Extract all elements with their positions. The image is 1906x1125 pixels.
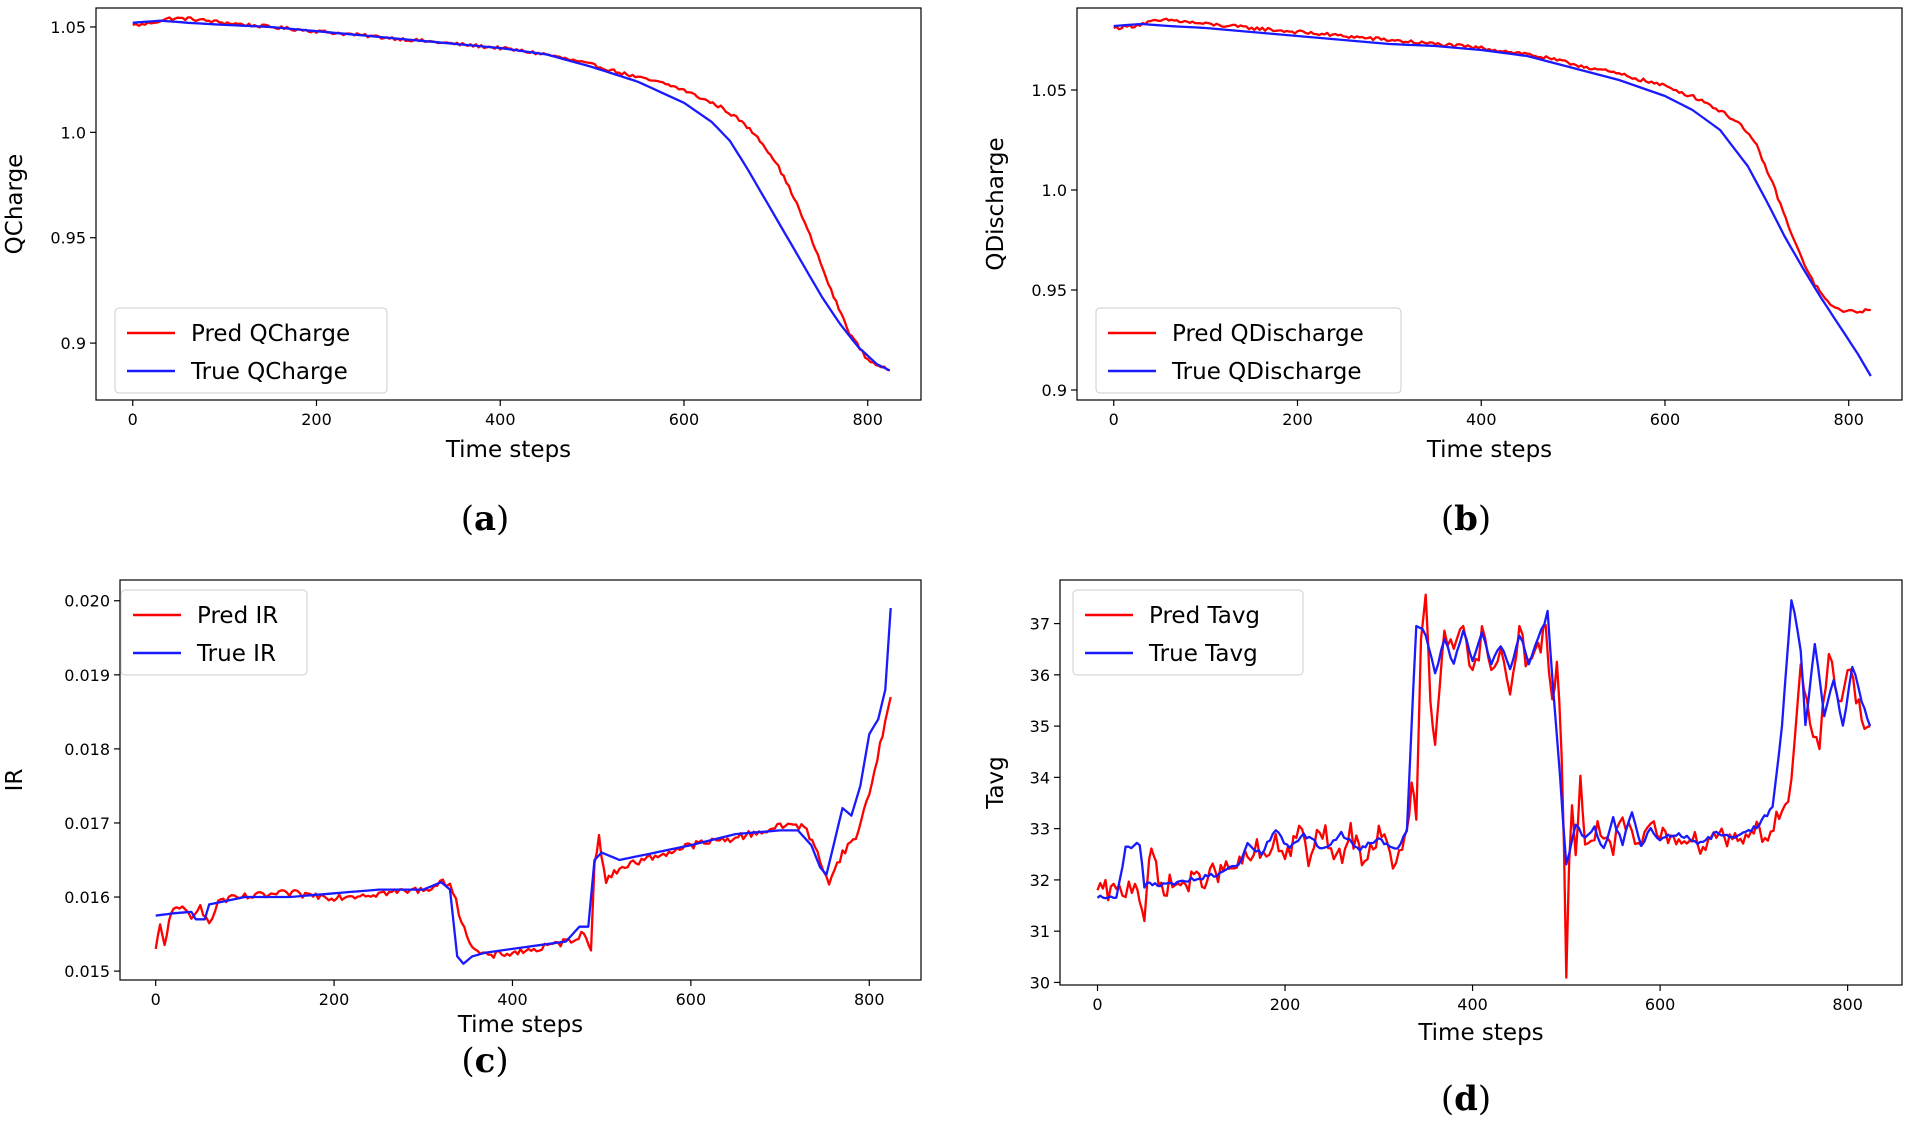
x-tick-label: 200: [1270, 995, 1301, 1014]
x-tick-label: 600: [1645, 995, 1676, 1014]
y-tick-label: 32: [1030, 871, 1050, 890]
series-line-true-tavg: [1096, 599, 1872, 900]
x-tick-label: 0: [151, 990, 161, 1009]
y-tick-label: 0.016: [64, 888, 110, 907]
legend-box: [1095, 307, 1402, 394]
legend-label: True Tavg: [1148, 641, 1258, 667]
legend: Pred IR True IR: [120, 589, 308, 676]
legend-label: Pred IR: [197, 603, 278, 629]
axes-frame: [1076, 7, 1903, 401]
y-tick-label: 0.9: [1042, 381, 1067, 400]
y-tick-label: 37: [1030, 615, 1050, 634]
axes-frame: [119, 579, 922, 981]
legend: Pred QDischarge True QDischarge: [1095, 307, 1402, 394]
y-tick-label: 0.95: [50, 229, 86, 248]
y-tick-label: 31: [1030, 922, 1050, 941]
y-tick-label: 36: [1030, 666, 1050, 685]
y-tick-label: 0.9: [61, 334, 86, 353]
axes-frame: [95, 7, 922, 401]
y-axis-label: QCharge: [2, 154, 28, 255]
y-tick-label: 0.017: [64, 814, 110, 833]
y-tick-label: 0.95: [1031, 281, 1067, 300]
series-line-true-qcharge: [132, 19, 891, 372]
y-tick-label: 30: [1030, 973, 1050, 992]
y-tick-label: 1.0: [61, 123, 86, 142]
x-axis-label: Time steps: [1417, 1020, 1543, 1046]
subplot-c: 0 200 400 600 800 0.015 0.016 0.017 0.018 0.019 0.…: [2, 579, 922, 1038]
y-tick-label: 0.019: [64, 666, 110, 685]
x-tick-label: 600: [676, 990, 707, 1009]
y-tick-label: 0.020: [64, 592, 110, 611]
x-tick-label: 0: [1109, 410, 1119, 429]
caption-d: (d): [1441, 1079, 1491, 1119]
y-tick-label: 33: [1030, 820, 1050, 839]
subplot-d: 0 200 400 600 800 30 31 32 33 34 35 36 37 Time steps T…: [983, 579, 1903, 1046]
x-axis-label: Time steps: [1426, 437, 1552, 463]
x-tick-label: 200: [301, 410, 332, 429]
series-line-true-qdischarge: [1113, 22, 1872, 377]
x-tick-label: 800: [852, 410, 883, 429]
y-tick-label: 1.0: [1042, 181, 1067, 200]
x-tick-label: 600: [1650, 410, 1681, 429]
y-tick-label: 0.015: [64, 962, 110, 981]
x-tick-label: 400: [1466, 410, 1497, 429]
x-tick-label: 800: [854, 990, 885, 1009]
legend-box: [114, 307, 388, 394]
legend-label: Pred QDischarge: [1172, 321, 1364, 347]
caption-b: (b): [1441, 499, 1491, 539]
legend-label: True QDischarge: [1171, 359, 1361, 385]
legend-label: True QCharge: [190, 359, 348, 385]
x-tick-label: 400: [497, 990, 528, 1009]
y-tick-label: 35: [1030, 717, 1050, 736]
x-tick-label: 400: [485, 410, 516, 429]
caption-a: (a): [461, 499, 510, 539]
caption-c: (c): [461, 1041, 508, 1081]
x-axis-label: Time steps: [445, 437, 571, 463]
x-tick-label: 200: [319, 990, 350, 1009]
x-tick-label: 0: [128, 410, 138, 429]
x-tick-label: 800: [1832, 995, 1863, 1014]
y-tick-label: 0.018: [64, 740, 110, 759]
subplot-a: 0 200 400 600 800 0.9 0.95 1.0 1.05 Time steps QCh…: [2, 7, 922, 463]
legend-label: Pred Tavg: [1149, 603, 1260, 629]
y-tick-label: 1.05: [1031, 81, 1067, 100]
y-tick-label: 1.05: [50, 18, 86, 37]
series-line-pred-qdischarge: [1113, 17, 1871, 314]
series-line-true-ir: [155, 608, 892, 965]
legend: Pred QCharge True QCharge: [114, 307, 388, 394]
y-axis-label: Tavg: [983, 756, 1009, 810]
y-axis-label: QDischarge: [983, 137, 1009, 270]
x-tick-label: 800: [1833, 410, 1864, 429]
y-axis-label: IR: [2, 769, 28, 792]
x-tick-label: 400: [1457, 995, 1488, 1014]
subplot-b: 0 200 400 600 800 0.9 0.95 1.0 1.05 Time steps QDi…: [983, 7, 1903, 463]
legend: Pred Tavg True Tavg: [1072, 589, 1304, 676]
series-line-pred-ir: [154, 696, 892, 959]
x-axis-label: Time steps: [457, 1012, 583, 1038]
axes-frame: [1059, 579, 1903, 986]
x-tick-label: 600: [669, 410, 700, 429]
y-tick-label: 34: [1030, 768, 1050, 787]
x-tick-label: 0: [1092, 995, 1102, 1014]
legend-label: Pred QCharge: [191, 321, 350, 347]
x-tick-label: 200: [1282, 410, 1313, 429]
legend-label: True IR: [196, 641, 276, 667]
